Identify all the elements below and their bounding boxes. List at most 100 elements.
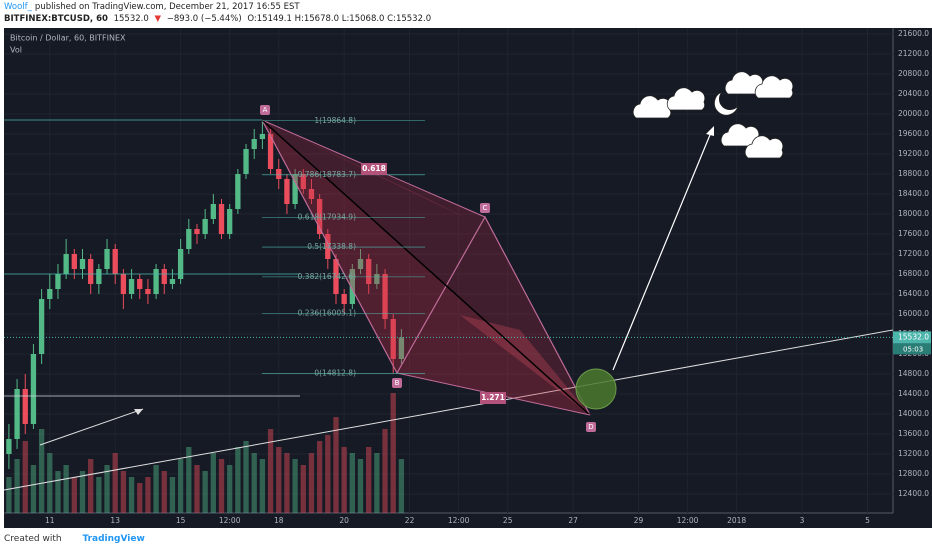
- y-tick-label: 18800.0: [898, 169, 929, 178]
- x-tick-label: 15: [176, 516, 186, 525]
- candle-body: [6, 439, 12, 454]
- volume-label: Vol: [10, 46, 22, 55]
- candle-body: [300, 174, 306, 189]
- point-label: A: [263, 106, 268, 114]
- y-tick-label: 17200.0: [898, 249, 929, 258]
- candle-body: [325, 234, 331, 259]
- candle-body: [186, 229, 192, 249]
- candle-body: [161, 269, 167, 284]
- point-box: [480, 203, 490, 213]
- volume-bar: [218, 459, 225, 513]
- volume-bar: [47, 453, 53, 513]
- y-tick-label: 20000.0: [898, 109, 929, 118]
- x-tick-label: 5: [865, 516, 870, 525]
- last-price-box: [893, 331, 931, 344]
- candle-body: [308, 189, 315, 199]
- x-tick-label: 2018: [727, 516, 746, 525]
- target-circle: [575, 368, 617, 410]
- candle-body: [71, 254, 77, 269]
- candle-body: [374, 274, 380, 284]
- candle-body: [14, 389, 20, 439]
- candle-body: [47, 289, 53, 299]
- volume-bar: [341, 447, 347, 513]
- pattern-fill: [460, 315, 590, 415]
- candle-body: [202, 219, 208, 234]
- candle-body: [382, 274, 388, 319]
- ratio-label: 1.271: [481, 393, 505, 402]
- last-price-label: 15532.0: [898, 332, 929, 341]
- y-tick-label: 18400.0: [898, 189, 929, 198]
- candles: [6, 120, 405, 469]
- volume-bar: [202, 471, 208, 513]
- volume-bar: [186, 447, 192, 513]
- volume-bar: [137, 483, 143, 513]
- volume-bar: [316, 441, 323, 513]
- candle-body: [177, 249, 184, 279]
- volume-bar: [79, 471, 86, 513]
- volume-bar: [177, 459, 184, 513]
- brand[interactable]: TradingView: [82, 534, 145, 544]
- volume-bar: [210, 453, 216, 513]
- trend-line: [3, 329, 894, 491]
- volume-bar: [30, 465, 37, 513]
- volume-bar: [112, 453, 118, 513]
- volume-bar: [390, 393, 396, 513]
- ratio-label: 0.618: [362, 164, 386, 173]
- moon: [713, 91, 739, 116]
- volume-bar: [161, 471, 167, 513]
- candle-body: [128, 279, 135, 294]
- x-tick-label: 18: [274, 516, 284, 525]
- volume-bar: [88, 459, 94, 513]
- x-tick-label: 11: [45, 516, 55, 525]
- candle-body: [55, 274, 61, 289]
- ohlc: O:15149.1 H:15678.0 L:15068.0 C:15532.0: [247, 14, 432, 24]
- y-tick-label: 14000.0: [898, 409, 929, 418]
- x-tick-label: 20: [339, 516, 349, 525]
- volume-bar: [325, 435, 331, 513]
- change: −893.0 (−5.44%): [166, 14, 242, 24]
- x-tick-label: 22: [405, 516, 415, 525]
- volume-bar: [194, 465, 200, 513]
- countdown-box: [893, 343, 931, 355]
- y-tick-label: 16800.0: [898, 269, 929, 278]
- volume-bar: [169, 477, 176, 513]
- y-tick-label: 14800.0: [898, 369, 929, 378]
- candle-body: [137, 279, 143, 289]
- fib-label: 0.786(18783.7): [298, 170, 356, 179]
- labels: 12400.0 12800.0 13200.0 13600.0 14000.0 14400…: [4, 29, 931, 525]
- arrow-head: [706, 126, 714, 136]
- candle-body: [30, 354, 37, 424]
- y-tick-label: 16000.0: [898, 309, 929, 318]
- volume-bar: [284, 453, 290, 513]
- volume-bar: [38, 429, 45, 513]
- ticker-line: BITFINEX:BTCUSD, 60 15532.0 ▼ −893.0 (−5…: [4, 14, 434, 24]
- candle-body: [145, 289, 151, 294]
- volume-bar: [120, 471, 127, 513]
- x-tick-label: 25: [503, 516, 513, 525]
- ratio-box: [480, 392, 506, 404]
- point-box: [392, 378, 402, 388]
- point-box: [260, 105, 270, 115]
- candle-body: [218, 204, 225, 234]
- candle-body: [38, 299, 45, 354]
- candle-body: [112, 249, 118, 274]
- volume-bar: [153, 465, 159, 513]
- y-tick-label: 14400.0: [898, 389, 929, 398]
- publish-line: Woolf_ published on TradingView.com, Dece…: [4, 2, 303, 12]
- candle-body: [88, 259, 94, 284]
- candle-body: [169, 279, 176, 284]
- volume-bar: [308, 453, 315, 513]
- volume-bar: [382, 429, 388, 513]
- candle-body: [267, 134, 274, 169]
- candle-body: [259, 134, 266, 139]
- chart-title: Bitcoin / Dollar, 60, BITFINEX: [10, 34, 126, 43]
- candle-body: [96, 269, 102, 284]
- candle-body: [235, 174, 241, 209]
- author[interactable]: Woolf_: [4, 2, 32, 12]
- volume-bar: [63, 465, 69, 513]
- price: 15532.0: [113, 14, 149, 24]
- volume-bar: [235, 447, 241, 513]
- pattern-outline: [261, 119, 591, 416]
- fib-label: 0.618(17934.9): [298, 212, 356, 221]
